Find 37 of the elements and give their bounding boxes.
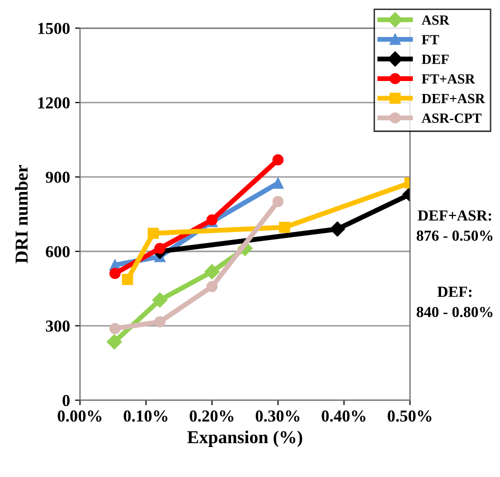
point bbox=[154, 242, 166, 254]
y-tick-label: 600 bbox=[46, 246, 70, 258]
point bbox=[272, 178, 284, 189]
point bbox=[152, 292, 168, 308]
legend-label: DEF bbox=[422, 54, 449, 64]
point bbox=[206, 281, 218, 292]
y-tick-label: 1500 bbox=[38, 22, 70, 34]
y-tick-label: 300 bbox=[46, 320, 70, 332]
text: DEF: 840 - 0.80% bbox=[416, 286, 492, 318]
point bbox=[272, 196, 284, 208]
point bbox=[148, 228, 159, 239]
x-tick-label: 0.50% bbox=[388, 410, 432, 422]
point bbox=[204, 264, 220, 280]
x-tick-label: 0.00% bbox=[58, 410, 102, 422]
point bbox=[330, 221, 345, 237]
y-axis-title: DRI number bbox=[15, 165, 28, 264]
point bbox=[279, 222, 290, 233]
x-tick-label: 0.40% bbox=[322, 410, 366, 422]
x-tick-label: 0.10% bbox=[124, 410, 168, 422]
point bbox=[272, 154, 284, 166]
x-axis-title: Expansion (%) bbox=[187, 430, 302, 447]
x-tick-label: 0.20% bbox=[190, 410, 234, 422]
point bbox=[109, 322, 121, 334]
point bbox=[106, 334, 122, 350]
legend-label: DEF+ASR bbox=[422, 94, 486, 104]
legend-label: FT+ASR bbox=[422, 74, 476, 84]
legend-label: FT bbox=[422, 35, 440, 44]
point bbox=[122, 274, 134, 285]
text: DEF+ASR: 876 - 0.50% bbox=[416, 210, 492, 241]
y-tick-label: 1200 bbox=[38, 97, 70, 108]
legend-label: ASR-CPT bbox=[422, 114, 482, 123]
point bbox=[109, 268, 121, 280]
y-tick-label: 0 bbox=[62, 394, 70, 406]
y-tick-label: 900 bbox=[46, 172, 70, 183]
x-tick-label: 0.30% bbox=[256, 410, 300, 422]
point bbox=[154, 316, 166, 328]
legend-label: ASR bbox=[422, 15, 450, 25]
